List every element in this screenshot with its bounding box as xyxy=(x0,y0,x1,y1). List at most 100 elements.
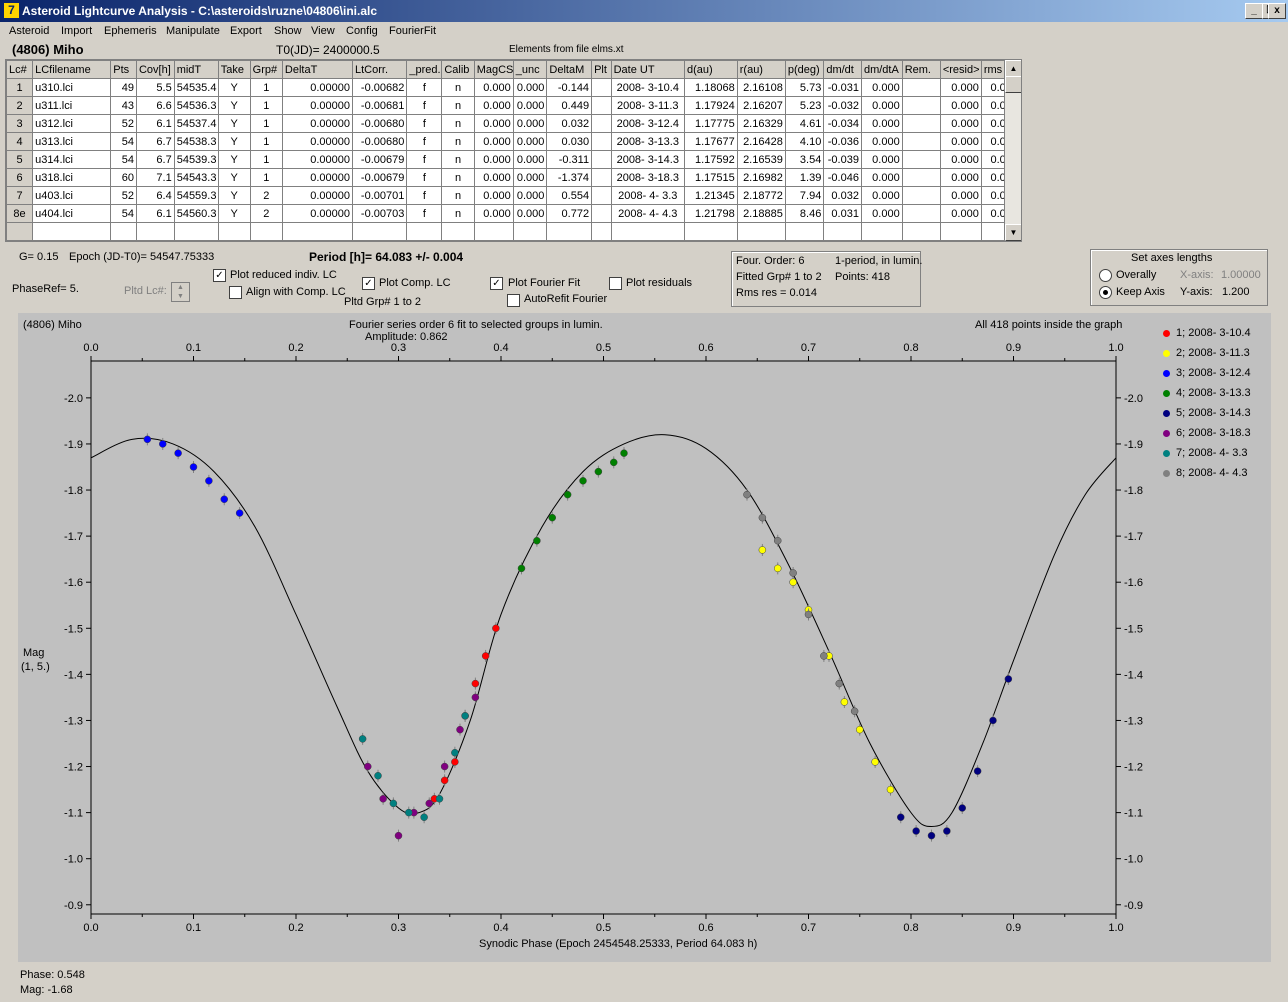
table-cell[interactable] xyxy=(591,78,612,97)
table-cell[interactable] xyxy=(135,222,175,241)
table-cell[interactable]: f xyxy=(406,78,443,97)
table-cell[interactable] xyxy=(441,222,475,241)
table-cell[interactable]: 49 xyxy=(110,78,137,97)
table-cell[interactable] xyxy=(901,114,941,133)
table-cell[interactable]: u314.lci xyxy=(32,150,112,169)
table-cell[interactable] xyxy=(901,168,941,187)
table-cell[interactable] xyxy=(406,222,443,241)
row-header[interactable]: 5 xyxy=(6,150,34,169)
table-cell[interactable]: 1.39 xyxy=(784,168,825,187)
column-header[interactable]: _pred. xyxy=(406,60,443,79)
column-header[interactable]: dm/dt xyxy=(823,60,862,79)
table-cell[interactable] xyxy=(591,204,612,223)
table-cell[interactable]: 2.16207 xyxy=(736,96,786,115)
table-cell[interactable]: 0.000 xyxy=(512,96,548,115)
table-cell[interactable]: 0.00000 xyxy=(281,186,353,205)
table-cell[interactable]: 0.000 xyxy=(939,78,982,97)
table-cell[interactable]: 1.17775 xyxy=(683,114,738,133)
table-cell[interactable]: -0.046 xyxy=(823,168,862,187)
column-header[interactable]: Pts xyxy=(110,60,137,79)
table-cell[interactable]: u403.lci xyxy=(32,186,112,205)
table-cell[interactable] xyxy=(591,150,612,169)
table-cell[interactable]: 0.031 xyxy=(823,204,862,223)
table-cell[interactable]: 7.94 xyxy=(784,186,825,205)
column-header[interactable]: Grp# xyxy=(249,60,283,79)
column-header[interactable]: p(deg) xyxy=(784,60,825,79)
table-cell[interactable]: -0.00679 xyxy=(351,168,408,187)
table-cell[interactable]: -0.039 xyxy=(823,150,862,169)
table-cell[interactable]: 1.18068 xyxy=(683,78,738,97)
table-cell[interactable]: 0.000 xyxy=(939,168,982,187)
table-cell[interactable]: -0.00701 xyxy=(351,186,408,205)
scroll-down-button[interactable]: ▼ xyxy=(1005,224,1021,241)
table-cell[interactable]: 0.030 xyxy=(546,132,593,151)
table-cell[interactable]: 0.000 xyxy=(473,204,514,223)
column-header[interactable]: MagCS xyxy=(473,60,514,79)
table-cell[interactable]: 1 xyxy=(249,114,283,133)
table-cell[interactable]: -0.032 xyxy=(823,96,862,115)
lightcurve-plot[interactable]: 0.0 0.0 0.1 0.1 0.2 0.2 0.3 0.3 0.4 0.4 0.5 0.5 0.6 0… xyxy=(18,313,1271,962)
table-cell[interactable]: f xyxy=(406,114,443,133)
column-header[interactable]: DeltaT xyxy=(281,60,353,79)
table-cell[interactable] xyxy=(901,96,941,115)
plot-reduced-checkbox[interactable]: ✓ xyxy=(213,269,226,282)
table-cell[interactable]: Y xyxy=(217,114,251,133)
table-cell[interactable]: 0.00000 xyxy=(281,150,353,169)
table-cell[interactable]: -0.00682 xyxy=(351,78,408,97)
table-cell[interactable]: 0.000 xyxy=(473,150,514,169)
menu-ephemeris[interactable]: Ephemeris xyxy=(104,25,157,37)
table-cell[interactable]: -0.144 xyxy=(546,78,593,97)
table-row[interactable]: 3 u312.lci 52 6.1 54537.4 Y 1 0.00000 -0.00680 f n… xyxy=(6,114,1021,133)
table-cell[interactable]: 7.1 xyxy=(135,168,175,187)
table-cell[interactable]: n xyxy=(441,78,475,97)
table-cell[interactable]: 5.23 xyxy=(784,96,825,115)
table-cell[interactable]: -1.374 xyxy=(546,168,593,187)
table-cell[interactable]: 0.000 xyxy=(860,150,903,169)
table-cell[interactable] xyxy=(591,114,612,133)
table-cell[interactable] xyxy=(351,222,408,241)
table-cell[interactable] xyxy=(173,222,219,241)
table-cell[interactable] xyxy=(784,222,825,241)
table-cell[interactable]: 1 xyxy=(249,150,283,169)
table-cell[interactable]: 0.000 xyxy=(939,204,982,223)
table-cell[interactable]: 2 xyxy=(249,204,283,223)
table-cell[interactable]: 0.00000 xyxy=(281,114,353,133)
table-cell[interactable]: n xyxy=(441,114,475,133)
table-row[interactable]: 6 u318.lci 60 7.1 54543.3 Y 1 0.00000 -0.00679 f n… xyxy=(6,168,1021,187)
table-cell[interactable]: 54539.3 xyxy=(173,150,219,169)
table-cell[interactable]: 2.16428 xyxy=(736,132,786,151)
table-cell[interactable]: 3.54 xyxy=(784,150,825,169)
table-row[interactable]: 8e u404.lci 54 6.1 54560.3 Y 2 0.00000 -0.00703 f… xyxy=(6,204,1021,223)
table-cell[interactable]: -0.311 xyxy=(546,150,593,169)
table-cell[interactable]: 54 xyxy=(110,150,137,169)
table-cell[interactable]: f xyxy=(406,186,443,205)
table-cell[interactable]: u310.lci xyxy=(32,78,112,97)
table-row[interactable]: 1 u310.lci 49 5.5 54535.4 Y 1 0.00000 -0.00682 f n… xyxy=(6,78,1021,97)
keep-axis-radio[interactable] xyxy=(1099,286,1112,299)
table-cell[interactable]: Y xyxy=(217,186,251,205)
table-cell[interactable]: 60 xyxy=(110,168,137,187)
table-row-empty[interactable] xyxy=(6,222,1021,241)
table-cell[interactable]: 1.17515 xyxy=(683,168,738,187)
plot-fourier-checkbox[interactable]: ✓ xyxy=(490,277,503,290)
table-cell[interactable]: 2.18772 xyxy=(736,186,786,205)
table-cell[interactable]: 2 xyxy=(249,186,283,205)
table-cell[interactable]: n xyxy=(441,168,475,187)
table-cell[interactable]: 0.000 xyxy=(473,114,514,133)
scroll-up-button[interactable]: ▲ xyxy=(1005,60,1021,77)
table-cell[interactable]: 2.18885 xyxy=(736,204,786,223)
table-cell[interactable] xyxy=(512,222,548,241)
table-cell[interactable]: 0.000 xyxy=(860,168,903,187)
table-cell[interactable]: 0.00000 xyxy=(281,96,353,115)
table-cell[interactable]: 6.1 xyxy=(135,204,175,223)
table-cell[interactable] xyxy=(32,222,112,241)
table-cell[interactable]: f xyxy=(406,168,443,187)
table-cell[interactable] xyxy=(683,222,738,241)
table-cell[interactable]: 0.000 xyxy=(473,132,514,151)
table-cell[interactable]: -0.036 xyxy=(823,132,862,151)
column-header[interactable]: Plt xyxy=(591,60,612,79)
table-cell[interactable]: 2008- 3-11.3 xyxy=(610,96,685,115)
table-cell[interactable]: -0.034 xyxy=(823,114,862,133)
table-cell[interactable] xyxy=(736,222,786,241)
plot-comp-checkbox[interactable]: ✓ xyxy=(362,277,375,290)
